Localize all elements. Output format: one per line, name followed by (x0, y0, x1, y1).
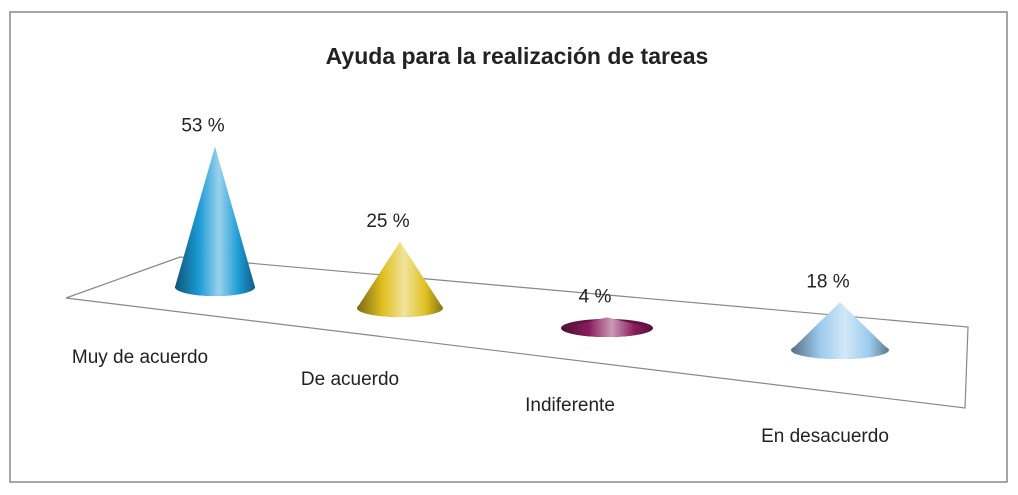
cone (175, 146, 255, 296)
chart-border (9, 11, 1008, 483)
x-tick-label: Indiferente (525, 395, 615, 416)
floor (65, 256, 969, 409)
x-tick-label: Muy de acuerdo (72, 347, 208, 368)
data-label: 53 % (181, 116, 224, 137)
data-label: 18 % (806, 271, 849, 292)
cone (357, 241, 443, 317)
data-label: 4 % (579, 286, 612, 307)
chart-title: Ayuda para la realización de tareas (326, 43, 709, 69)
data-label: 25 % (366, 211, 409, 232)
x-tick-label: En desacuerdo (761, 426, 889, 447)
x-tick-label: De acuerdo (301, 369, 399, 390)
cone (791, 302, 889, 359)
cone (561, 317, 653, 337)
